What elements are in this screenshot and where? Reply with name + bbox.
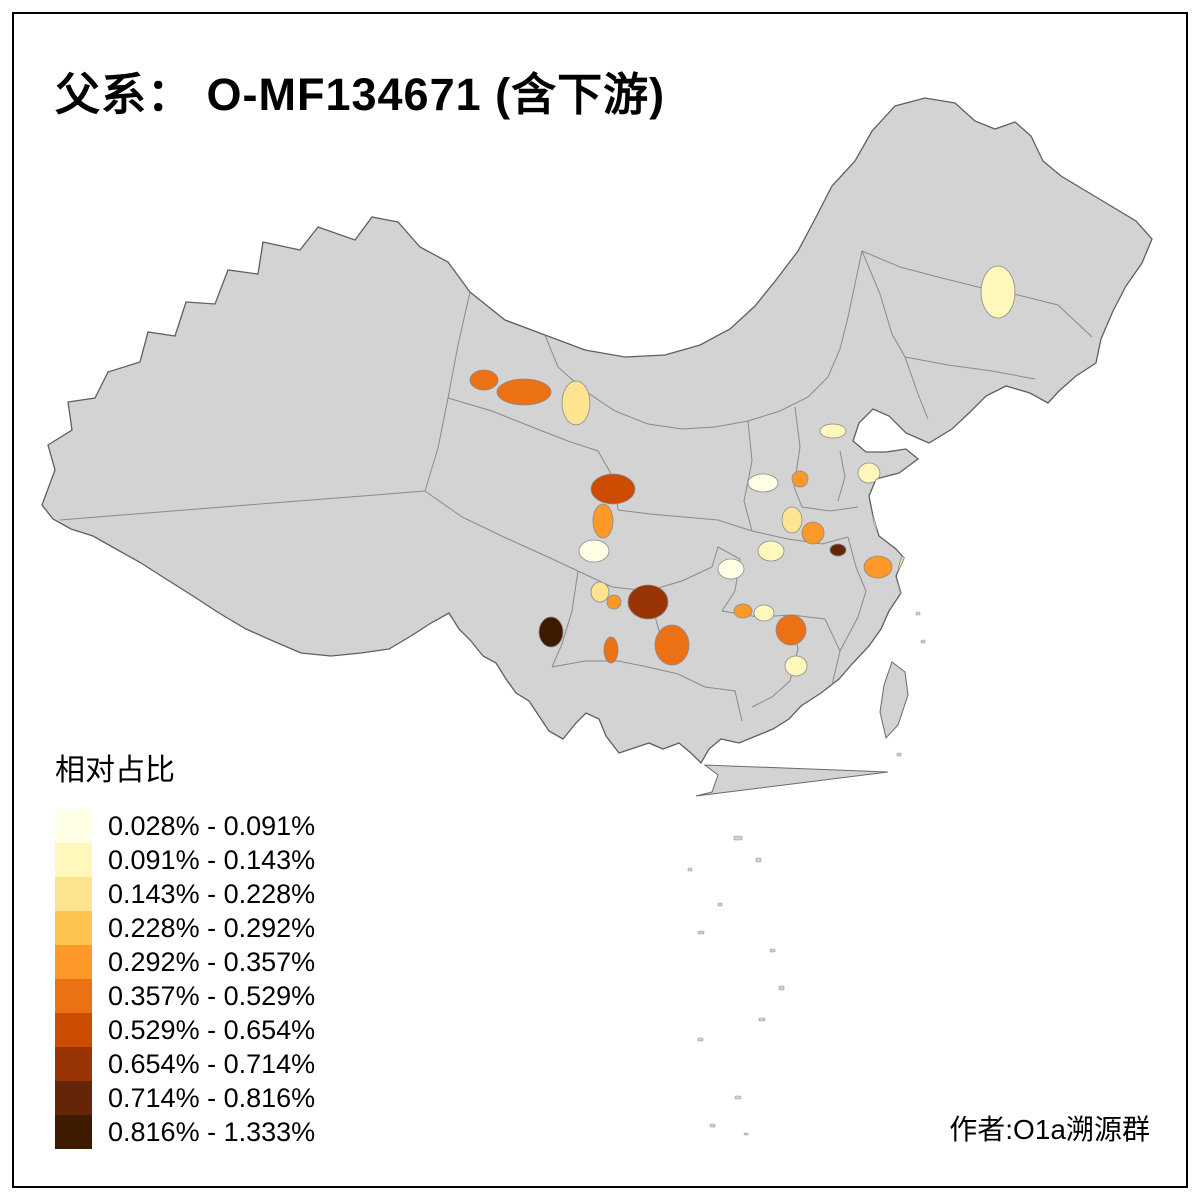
legend-swatch — [55, 1013, 92, 1047]
legend-bins: 0.028% - 0.091% 0.091% - 0.143% 0.143% - 0… — [55, 809, 315, 1149]
legend-swatch — [55, 911, 92, 945]
highlight-region — [592, 503, 614, 539]
legend-swatch — [55, 945, 92, 979]
highlight-region — [872, 497, 890, 533]
legend-title: 相对占比 — [55, 754, 175, 787]
highlight-region — [784, 655, 808, 677]
highlight-region — [757, 540, 785, 562]
highlight-region — [753, 604, 775, 622]
legend: 相对占比 0.028% - 0.091% 0.091% - 0.143% 0.143… — [55, 745, 315, 1149]
legend-bin-row: 0.816% - 1.333% — [55, 1115, 315, 1149]
sea-islets — [687, 611, 926, 1136]
highlight-region — [747, 473, 779, 493]
highlight-region — [857, 462, 881, 484]
highlight-region — [469, 369, 499, 391]
legend-swatch — [55, 843, 92, 877]
legend-bin-label: 0.028% - 0.091% — [108, 810, 316, 841]
highlight-region — [561, 380, 591, 426]
highlight-region — [496, 378, 552, 406]
highlight-region — [578, 539, 610, 563]
legend-bin-row: 0.357% - 0.529% — [55, 979, 315, 1013]
highlight-region — [717, 558, 745, 580]
highlight-region — [791, 470, 809, 488]
highlight-region — [829, 543, 847, 557]
legend-swatch — [55, 877, 92, 911]
legend-bin-label: 0.091% - 0.143% — [108, 844, 316, 875]
highlight-region — [603, 636, 619, 664]
legend-bin-row: 0.714% - 0.816% — [55, 1081, 315, 1115]
china-mainland-outline — [41, 97, 1153, 764]
highlight-region — [775, 614, 807, 646]
legend-bin-row: 0.292% - 0.357% — [55, 945, 315, 979]
highlight-region — [980, 265, 1016, 319]
legend-bin-label: 0.228% - 0.292% — [108, 912, 316, 943]
legend-bin-label: 0.143% - 0.228% — [108, 878, 316, 909]
highlight-region — [627, 584, 669, 620]
page-title: 父系： O-MF134671 (含下游) — [55, 69, 666, 120]
legend-swatch — [55, 1081, 92, 1115]
hainan-island — [695, 764, 889, 797]
highlight-region — [654, 624, 690, 666]
highlight-region — [801, 521, 825, 545]
legend-bin-row: 0.654% - 0.714% — [55, 1047, 315, 1081]
legend-bin-row: 0.091% - 0.143% — [55, 843, 315, 877]
legend-bin-label: 0.292% - 0.357% — [108, 946, 316, 977]
highlight-region — [819, 423, 847, 439]
legend-bin-row: 0.228% - 0.292% — [55, 911, 315, 945]
legend-swatch — [55, 979, 92, 1013]
legend-swatch — [55, 1047, 92, 1081]
legend-bin-label: 0.529% - 0.654% — [108, 1014, 316, 1045]
legend-bin-label: 0.816% - 1.333% — [108, 1116, 316, 1147]
author-credit: 作者:O1a溯源群 — [949, 1114, 1150, 1145]
legend-bin-label: 0.654% - 0.714% — [108, 1048, 316, 1079]
taiwan-island — [879, 661, 909, 740]
legend-bin-row: 0.028% - 0.091% — [55, 809, 315, 843]
highlight-region — [863, 555, 893, 579]
legend-bin-label: 0.714% - 0.816% — [108, 1082, 316, 1113]
legend-bin-row: 0.529% - 0.654% — [55, 1013, 315, 1047]
highlight-region — [538, 616, 564, 648]
highlight-region — [590, 473, 636, 505]
legend-swatch — [55, 1115, 92, 1149]
highlight-region — [590, 581, 610, 603]
legend-bin-label: 0.357% - 0.529% — [108, 980, 316, 1011]
highlight-region — [733, 603, 753, 619]
province-borders — [59, 250, 1093, 722]
legend-bin-row: 0.143% - 0.228% — [55, 877, 315, 911]
highlight-region — [606, 594, 622, 610]
highlight-region — [897, 554, 913, 600]
legend-swatch — [55, 809, 92, 843]
highlight-region — [781, 506, 803, 534]
